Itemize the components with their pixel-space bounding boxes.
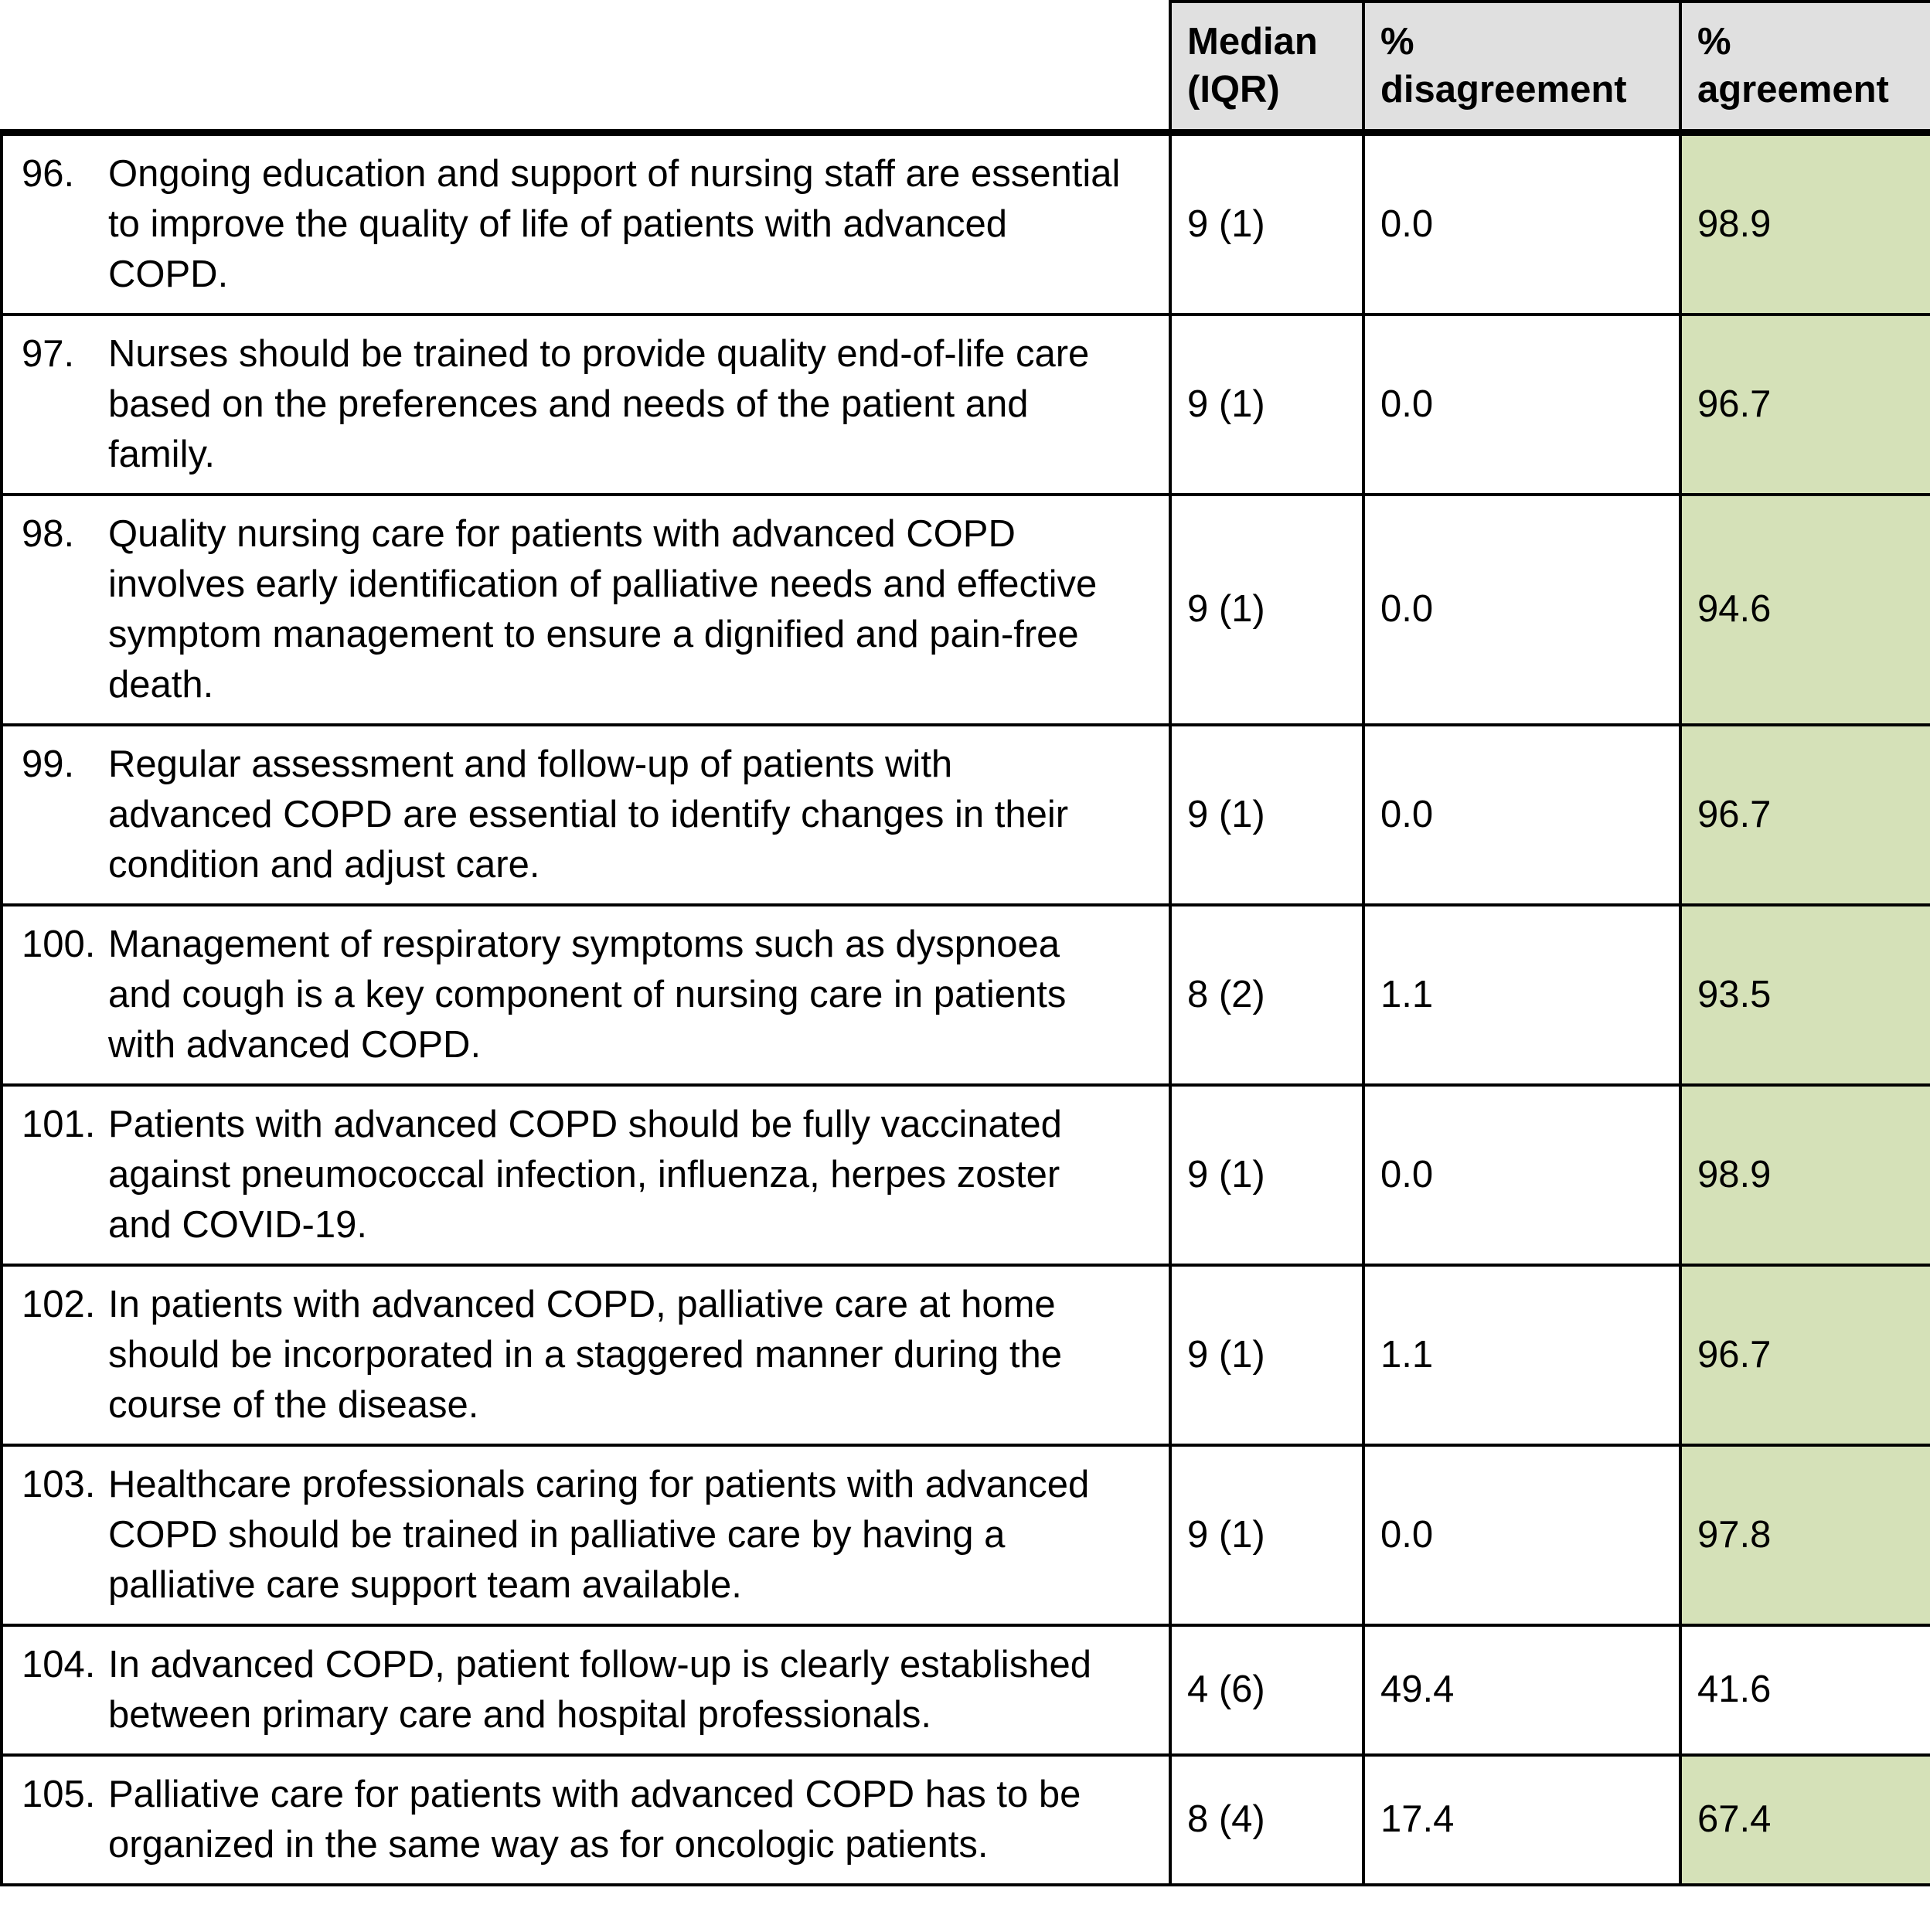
- agreement-cell: 93.5: [1679, 903, 1930, 1087]
- statement-text: Ongoing education and support of nursing…: [108, 152, 1121, 295]
- table-row: 96. Ongoing education and support of nurs…: [0, 131, 1930, 316]
- statement-cell: 100. Management of respiratory symptoms s…: [0, 903, 1172, 1087]
- disagreement-cell: 1.1: [1362, 903, 1682, 1087]
- statement-number: 101.: [22, 1103, 96, 1145]
- statement-number: 103.: [22, 1463, 96, 1505]
- statement-number: 97.: [22, 332, 75, 375]
- statement-number: 96.: [22, 152, 75, 195]
- statement-text: Patients with advanced COPD should be fu…: [108, 1103, 1062, 1246]
- statement-number: 105.: [22, 1773, 96, 1815]
- disagreement-cell: 0.0: [1362, 723, 1682, 906]
- agreement-cell: 98.9: [1679, 1083, 1930, 1267]
- statement-text: Quality nursing care for patients with a…: [108, 512, 1098, 706]
- median-cell: 4 (6): [1169, 1623, 1365, 1757]
- table-row: 103. Healthcare professionals caring for …: [0, 1443, 1930, 1627]
- statement-number: 102.: [22, 1283, 96, 1325]
- agreement-cell: 97.8: [1679, 1443, 1930, 1627]
- statement-cell: 99. Regular assessment and follow-up of p…: [0, 723, 1172, 906]
- table-row: 99. Regular assessment and follow-up of p…: [0, 723, 1930, 906]
- header-spacer-cell: [2, 2, 1170, 136]
- statement-cell: 101. Patients with advanced COPD should b…: [0, 1083, 1172, 1267]
- median-cell: 9 (1): [1169, 1263, 1365, 1447]
- statement-text: Regular assessment and follow-up of pati…: [108, 743, 1069, 886]
- statement-text: Palliative care for patients with advanc…: [108, 1773, 1081, 1866]
- statement-number: 100.: [22, 923, 96, 965]
- statement-text: In patients with advanced COPD, palliati…: [108, 1283, 1062, 1426]
- table-row: 100. Management of respiratory symptoms s…: [0, 903, 1930, 1087]
- median-cell: 9 (1): [1169, 1443, 1365, 1627]
- statement-cell: 104. In advanced COPD, patient follow-up …: [0, 1623, 1172, 1757]
- header-row: Median (IQR) % disagreement % agreement: [2, 0, 1930, 136]
- statement-number: 98.: [22, 512, 75, 555]
- statement-cell: 97. Nurses should be trained to provide q…: [0, 312, 1172, 496]
- disagreement-cell: 0.0: [1362, 1443, 1682, 1627]
- disagreement-cell: 0.0: [1362, 312, 1682, 496]
- statement-cell: 105. Palliative care for patients with ad…: [0, 1753, 1172, 1886]
- statement-cell: 103. Healthcare professionals caring for …: [0, 1443, 1172, 1627]
- median-cell: 9 (1): [1169, 131, 1365, 316]
- statement-number: 104.: [22, 1643, 96, 1685]
- table-row: 97. Nurses should be trained to provide q…: [0, 312, 1930, 496]
- agreement-cell: 96.7: [1679, 723, 1930, 906]
- median-cell: 9 (1): [1169, 312, 1365, 496]
- statement-text: Nurses should be trained to provide qual…: [108, 332, 1090, 475]
- statement-cell: 96. Ongoing education and support of nurs…: [0, 131, 1172, 316]
- statement-cell: 98. Quality nursing care for patients wit…: [0, 492, 1172, 726]
- statement-cell: 102. In patients with advanced COPD, pall…: [0, 1263, 1172, 1447]
- median-cell: 9 (1): [1169, 492, 1365, 726]
- statement-text: Healthcare professionals caring for pati…: [108, 1463, 1090, 1606]
- column-header-median-iqr: Median (IQR): [1169, 0, 1365, 136]
- median-cell: 8 (2): [1169, 903, 1365, 1087]
- table-row: 104. In advanced COPD, patient follow-up …: [0, 1623, 1930, 1757]
- table-row: 105. Palliative care for patients with ad…: [0, 1753, 1930, 1886]
- disagreement-cell: 0.0: [1362, 131, 1682, 316]
- agreement-cell: 41.6: [1679, 1623, 1930, 1757]
- statement-text: Management of respiratory symptoms such …: [108, 923, 1067, 1066]
- table-row: 102. In patients with advanced COPD, pall…: [0, 1263, 1930, 1447]
- statement-text: In advanced COPD, patient follow-up is c…: [108, 1643, 1091, 1736]
- disagreement-cell: 49.4: [1362, 1623, 1682, 1757]
- statement-number: 99.: [22, 743, 75, 785]
- disagreement-cell: 1.1: [1362, 1263, 1682, 1447]
- agreement-cell: 98.9: [1679, 131, 1930, 316]
- agreement-cell: 67.4: [1679, 1753, 1930, 1886]
- agreement-cell: 96.7: [1679, 312, 1930, 496]
- disagreement-cell: 0.0: [1362, 492, 1682, 726]
- disagreement-cell: 17.4: [1362, 1753, 1682, 1886]
- agreement-cell: 96.7: [1679, 1263, 1930, 1447]
- consensus-table: Median (IQR) % disagreement % agreement …: [0, 0, 1930, 1886]
- column-header-agreement: % agreement: [1679, 0, 1930, 136]
- median-cell: 9 (1): [1169, 1083, 1365, 1267]
- table-row: 98. Quality nursing care for patients wit…: [0, 492, 1930, 726]
- agreement-cell: 94.6: [1679, 492, 1930, 726]
- median-cell: 9 (1): [1169, 723, 1365, 906]
- disagreement-cell: 0.0: [1362, 1083, 1682, 1267]
- median-cell: 8 (4): [1169, 1753, 1365, 1886]
- table-row: 101. Patients with advanced COPD should b…: [0, 1083, 1930, 1267]
- column-header-disagreement: % disagreement: [1362, 0, 1682, 136]
